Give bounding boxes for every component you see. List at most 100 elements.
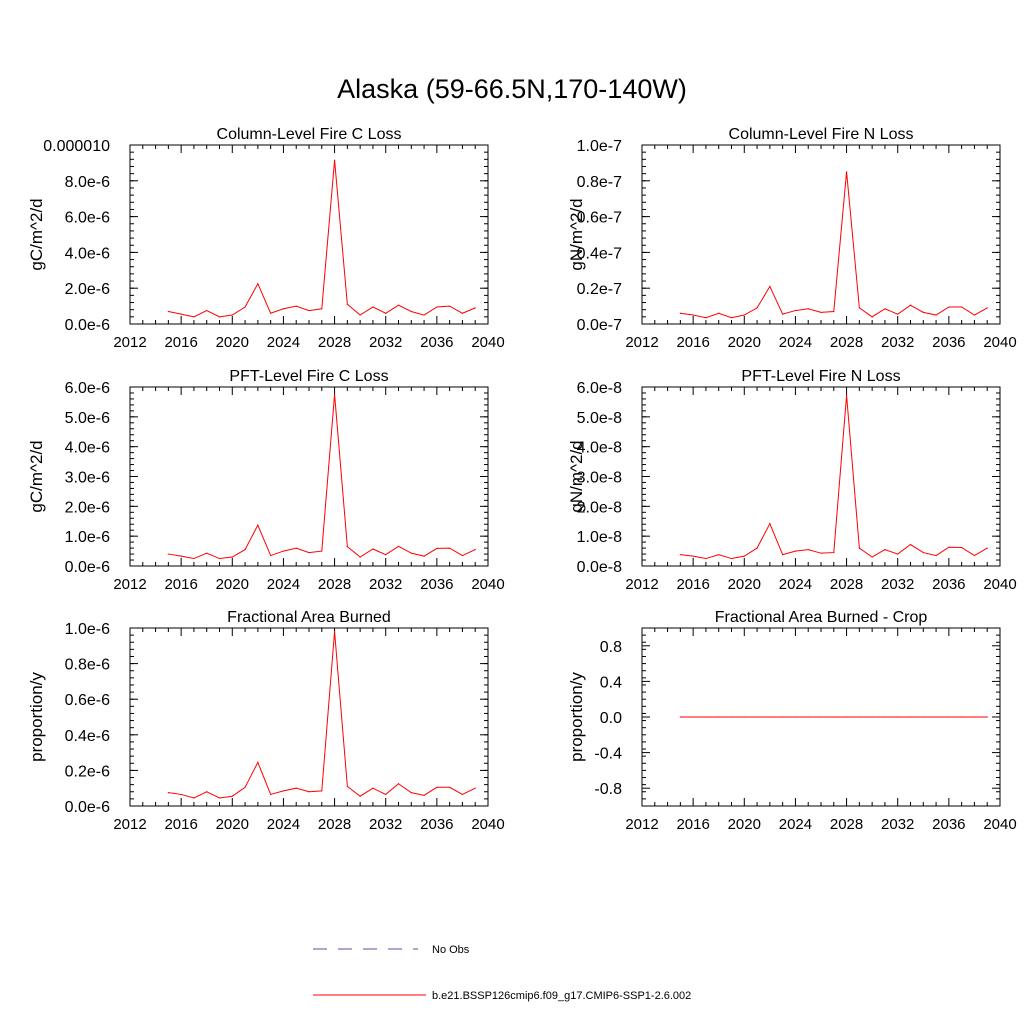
data-point — [359, 556, 361, 558]
x-tick-label: 2032 — [881, 816, 914, 833]
data-point — [782, 716, 784, 718]
x-tick-label: 2028 — [318, 816, 351, 833]
data-point — [423, 555, 425, 557]
x-tick-label: 2024 — [779, 816, 812, 833]
x-tick-label: 2040 — [471, 816, 504, 833]
data-point — [270, 554, 272, 557]
data-point — [397, 304, 400, 306]
data-point — [897, 716, 899, 718]
x-tick-label: 2040 — [983, 816, 1016, 833]
data-point — [679, 716, 681, 718]
panel-title: Column-Level Fire C Loss — [217, 126, 402, 143]
y-tick-label: 0.4 — [600, 674, 622, 691]
x-tick-label: 2032 — [881, 334, 914, 351]
y-axis-label: proportion/y — [567, 672, 586, 762]
y-tick-label: 4.0e-8 — [577, 440, 622, 457]
plot-frame — [129, 627, 489, 807]
x-tick-label: 2024 — [267, 576, 300, 593]
x-tick-label: 2036 — [932, 816, 965, 833]
data-point — [436, 786, 438, 788]
data-point — [833, 551, 835, 554]
data-point — [257, 283, 259, 285]
data-point — [461, 554, 464, 557]
data-point — [321, 308, 323, 310]
data-point — [884, 308, 886, 310]
y-axis-label: gN/m^2/d — [567, 198, 586, 270]
y-axis-label: gC/m^2/d — [27, 440, 46, 512]
x-tick-label: 2020 — [728, 334, 761, 351]
data-point — [308, 791, 310, 793]
data-point — [385, 312, 387, 314]
x-tick-label: 2024 — [779, 576, 812, 593]
data-point — [397, 783, 400, 785]
data-point — [346, 303, 348, 305]
x-tick-label: 2036 — [932, 576, 965, 593]
data-point — [845, 716, 848, 718]
data-point — [295, 787, 297, 789]
data-point — [845, 171, 848, 173]
x-tick-label: 2016 — [676, 334, 709, 351]
data-point — [730, 317, 733, 319]
data-point — [833, 310, 835, 313]
series-line — [168, 160, 476, 318]
data-point — [372, 548, 374, 550]
data-point — [858, 307, 860, 309]
data-point — [167, 792, 169, 794]
data-point — [180, 793, 182, 796]
y-tick-label: 5.0e-8 — [577, 410, 622, 427]
legend: No Obs b.e21.BSSP126cmip6.f09_g17.CMIP6-… — [313, 944, 691, 1002]
data-point — [794, 550, 797, 552]
plot-frame — [129, 386, 489, 567]
y-tick-label: 4.0e-6 — [65, 440, 110, 457]
data-point — [730, 557, 733, 560]
data-point — [807, 308, 809, 310]
data-point — [333, 159, 336, 161]
data-point — [743, 314, 745, 316]
panel-title: Column-Level Fire N Loss — [729, 126, 914, 143]
data-point — [948, 546, 950, 548]
y-tick-label: 0.6e-6 — [65, 692, 110, 709]
y-tick-label: 1.0e-6 — [65, 529, 110, 546]
data-point — [935, 554, 937, 557]
data-point — [948, 716, 950, 718]
x-tick-label: 2016 — [676, 576, 709, 593]
y-tick-label: 3.0e-6 — [65, 470, 110, 487]
y-tick-label: 0.8e-7 — [577, 174, 622, 191]
data-point — [244, 548, 246, 551]
data-point — [295, 305, 297, 307]
data-point — [948, 306, 950, 308]
data-point — [449, 305, 451, 307]
data-point — [679, 554, 681, 556]
data-point — [180, 313, 182, 315]
data-point — [359, 314, 361, 316]
y-tick-label: 0.4e-7 — [577, 245, 622, 262]
data-point — [180, 555, 182, 557]
data-point — [295, 547, 297, 549]
data-point — [346, 785, 348, 788]
data-point — [756, 716, 758, 718]
x-tick-label: 2036 — [932, 334, 965, 351]
x-tick-label: 2020 — [216, 576, 249, 593]
data-point — [769, 716, 771, 718]
data-point — [922, 311, 924, 313]
data-point — [961, 716, 963, 718]
data-point — [244, 786, 246, 788]
data-point — [167, 553, 169, 555]
x-tick-label: 2016 — [164, 576, 197, 593]
x-tick-label: 2040 — [471, 334, 504, 351]
x-tick-label: 2028 — [830, 576, 863, 593]
y-axis-label: gC/m^2/d — [27, 198, 46, 270]
data-point — [705, 317, 707, 319]
y-tick-label: 3.0e-8 — [577, 470, 622, 487]
data-point — [282, 790, 285, 792]
panel-title: Fractional Area Burned - Crop — [715, 609, 928, 626]
x-tick-label: 2024 — [267, 816, 300, 833]
data-point — [436, 547, 438, 549]
data-point — [206, 552, 208, 554]
data-point — [461, 793, 464, 796]
x-tick-label: 2020 — [728, 576, 761, 593]
data-point — [845, 394, 848, 396]
data-point — [282, 550, 285, 552]
x-tick-label: 2024 — [779, 334, 812, 351]
y-tick-label: 0.0e-6 — [65, 317, 110, 334]
